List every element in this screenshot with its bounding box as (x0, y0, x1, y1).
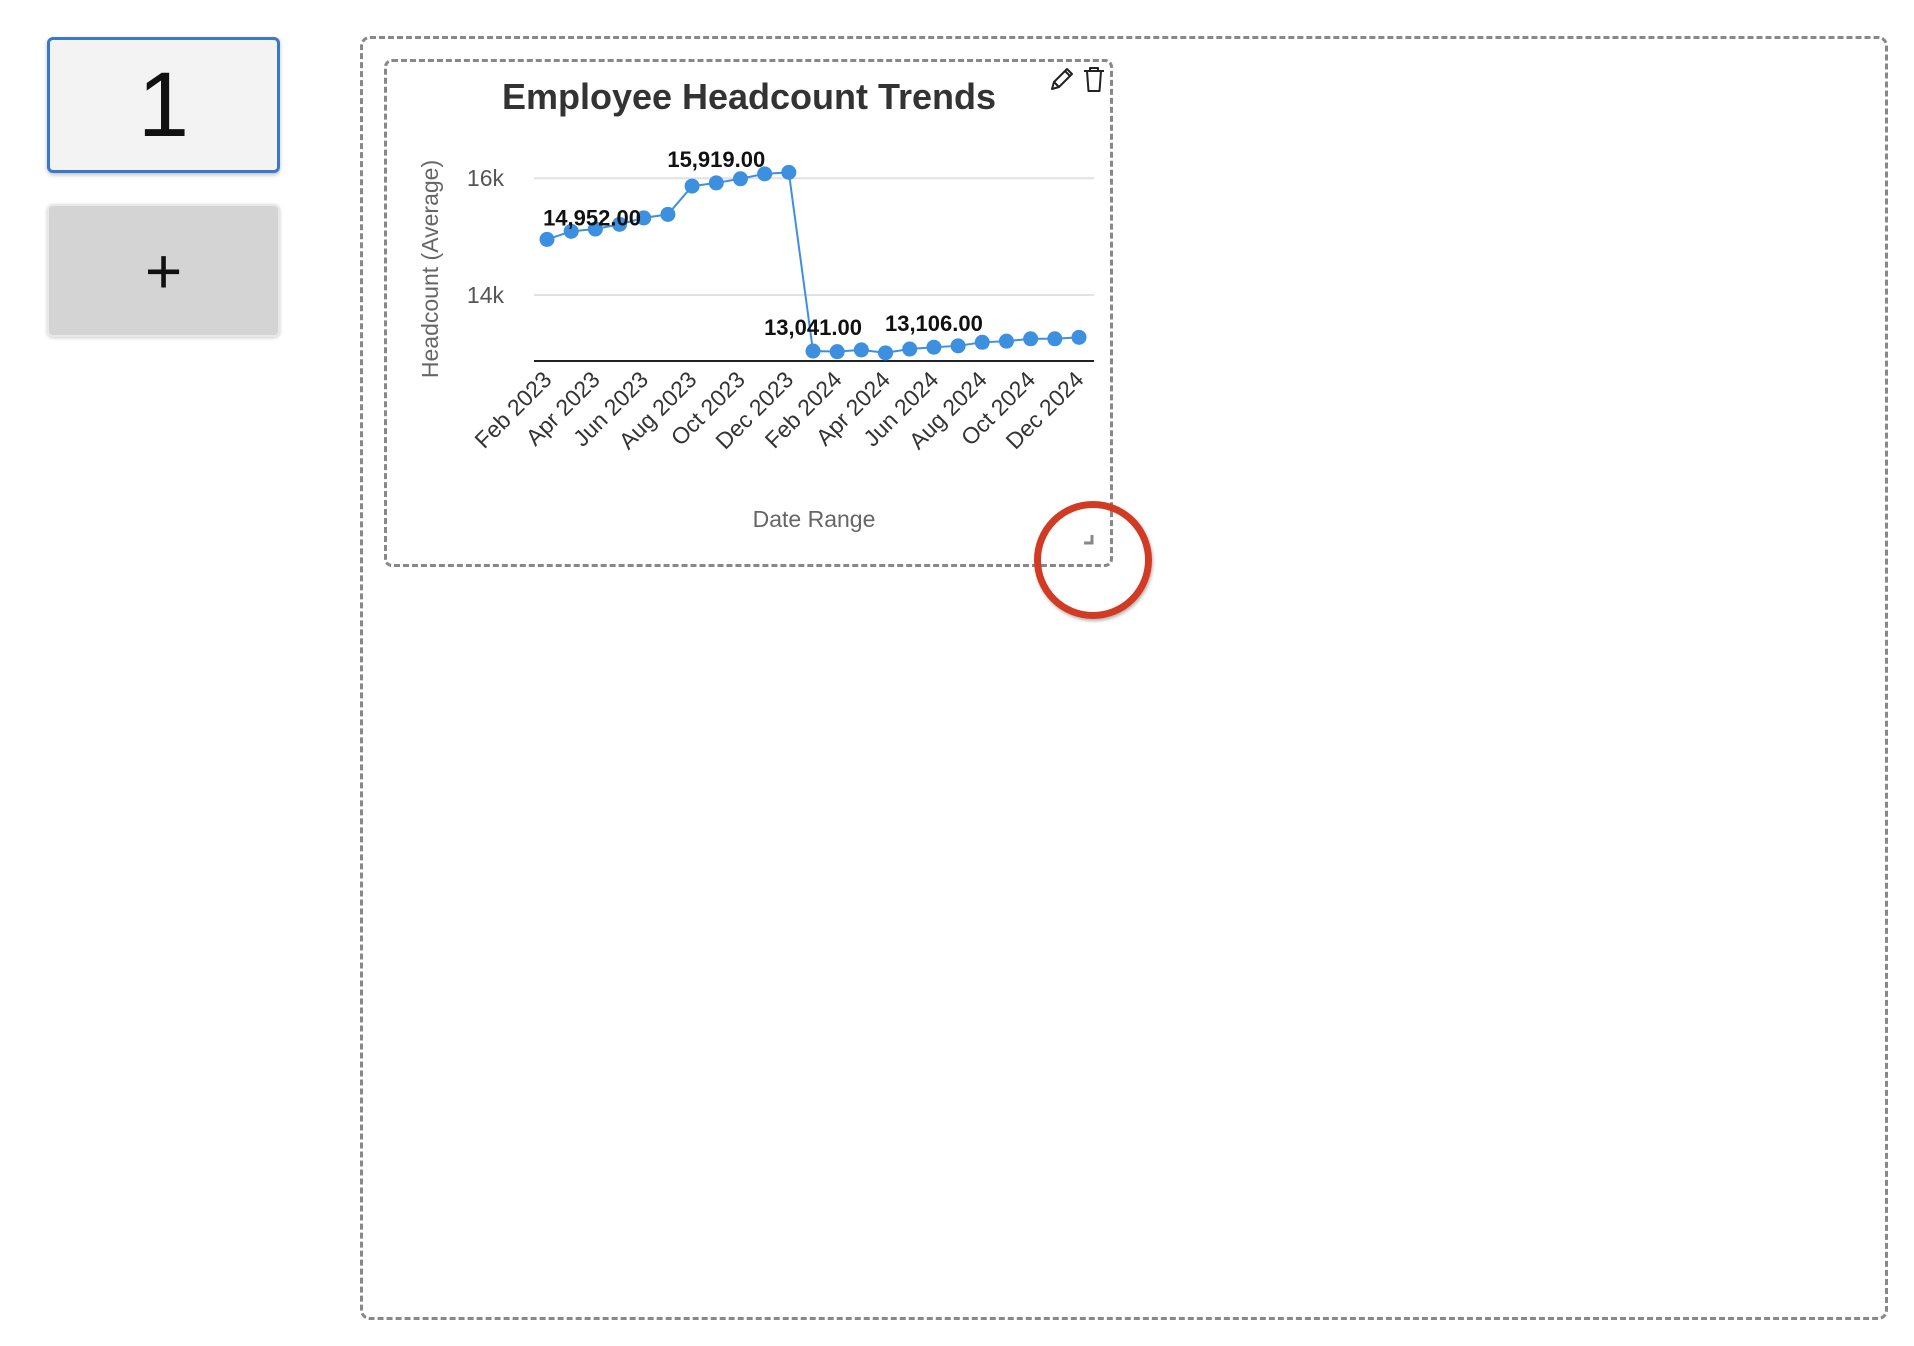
add-page-button[interactable]: + (47, 204, 280, 337)
data-point[interactable] (998, 333, 1014, 349)
data-point[interactable] (878, 345, 894, 361)
pencil-icon[interactable] (1050, 67, 1078, 97)
data-label: 13,041.00 (764, 315, 862, 340)
data-point[interactable] (1023, 331, 1039, 347)
plus-icon: + (144, 234, 183, 307)
page-number-label: 1 (137, 53, 190, 156)
data-point[interactable] (926, 339, 942, 355)
page-1-button[interactable]: 1 (47, 37, 280, 173)
data-point[interactable] (829, 344, 845, 360)
chart-widget[interactable]: Employee Headcount Trends Headcount (Ave… (384, 59, 1113, 567)
x-axis-label: Date Range (753, 506, 876, 532)
data-point[interactable] (563, 223, 579, 239)
y-axis-label: Headcount (Average) (417, 160, 443, 378)
data-point[interactable] (539, 231, 555, 247)
data-point[interactable] (660, 206, 676, 222)
data-point[interactable] (805, 343, 821, 359)
data-point[interactable] (587, 221, 603, 237)
chart-title: Employee Headcount Trends (502, 76, 996, 117)
data-point[interactable] (1047, 331, 1063, 347)
data-point[interactable] (950, 338, 966, 354)
data-label: 13,106.00 (885, 311, 983, 336)
data-label: 15,919.00 (667, 147, 765, 172)
data-point[interactable] (612, 216, 628, 232)
data-point[interactable] (974, 334, 990, 350)
data-point[interactable] (781, 164, 797, 180)
data-point[interactable] (902, 341, 918, 357)
y-tick-label: 16k (467, 165, 505, 191)
data-point[interactable] (636, 210, 652, 226)
data-point[interactable] (732, 171, 748, 187)
trash-icon[interactable] (1083, 67, 1111, 97)
data-point[interactable] (853, 342, 869, 358)
line-chart: Employee Headcount Trends Headcount (Ave… (417, 76, 1094, 545)
data-label: 14,952.00 (543, 205, 641, 230)
y-tick-label: 14k (467, 282, 505, 308)
data-point[interactable] (757, 166, 773, 182)
dashboard-canvas[interactable] (360, 36, 1888, 1320)
resize-handle-icon[interactable] (1084, 535, 1094, 545)
data-point[interactable] (684, 178, 700, 194)
data-point[interactable] (1071, 329, 1087, 345)
data-point[interactable] (708, 175, 724, 191)
